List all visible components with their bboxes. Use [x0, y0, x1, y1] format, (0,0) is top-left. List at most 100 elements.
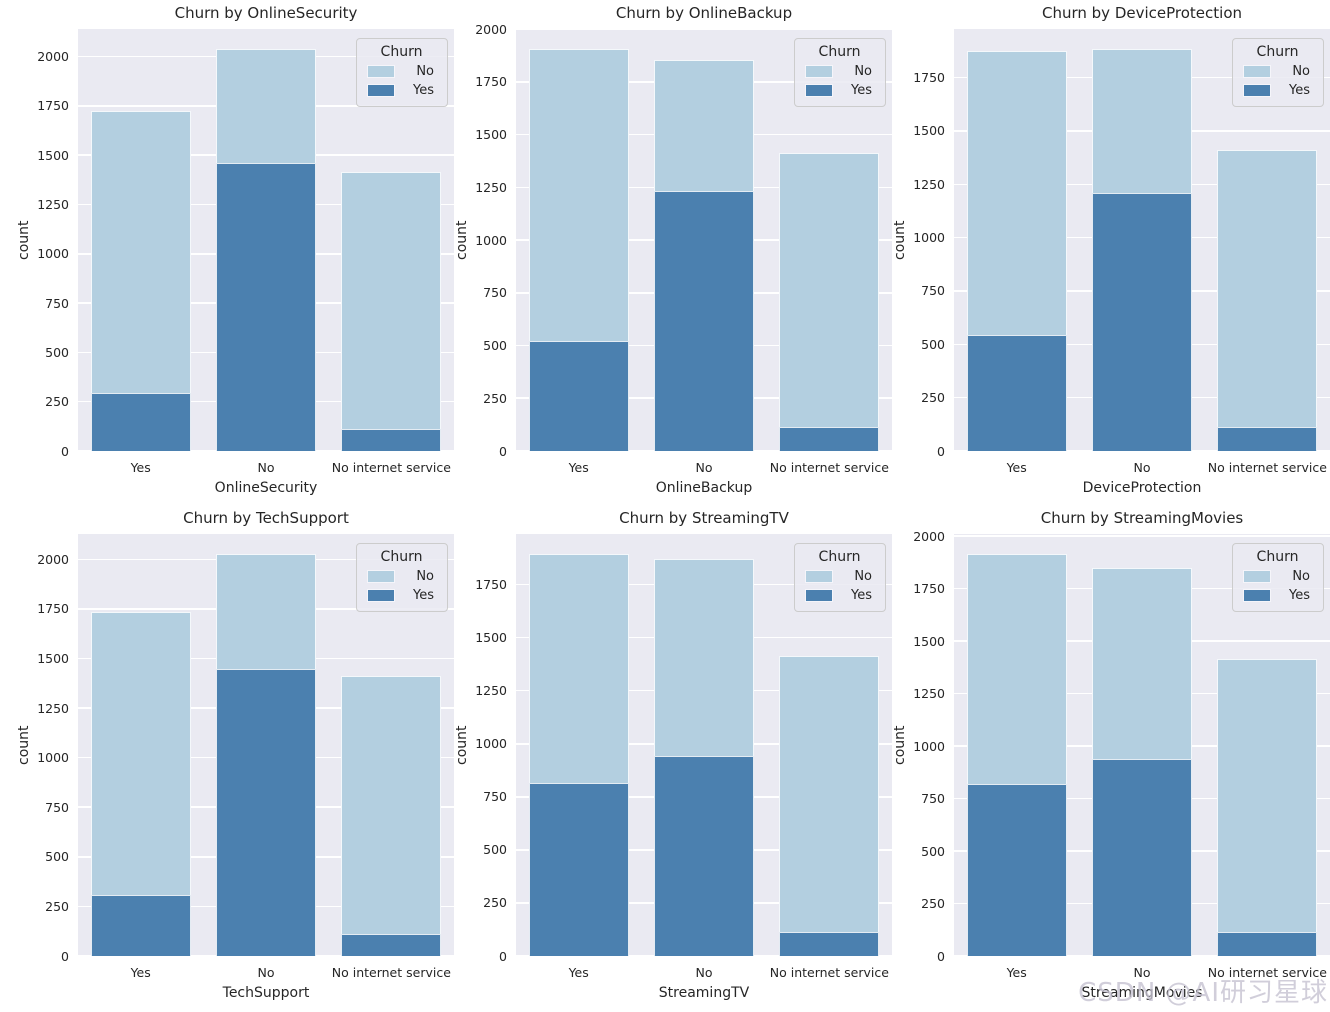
- y-tick-label: 1250: [37, 196, 69, 212]
- bars-region: [78, 29, 454, 451]
- legend-label-no: No: [1292, 64, 1310, 79]
- bar-no-internet-service-churn-yes: [779, 427, 880, 451]
- legend-swatch-no-icon: [1243, 570, 1271, 583]
- x-axis-label: StreamingMovies: [1081, 985, 1203, 1001]
- bar-yes-churn-yes: [966, 784, 1067, 956]
- subplot-onlinebackup: Churn by OnlineBackup count 0 250 500 750 10…: [454, 4, 892, 496]
- y-tick-label: 0: [61, 948, 69, 964]
- gridline: [516, 29, 892, 31]
- y-tick-label: 250: [921, 896, 945, 911]
- y-tick-label: 1750: [475, 577, 507, 593]
- legend-label-no: No: [1292, 569, 1310, 584]
- y-tick-label: 0: [499, 948, 507, 964]
- chart-title: Churn by OnlineBackup: [615, 4, 793, 22]
- y-axis-tick-labels: 0 250 500 750 1000 1250 1500 1750 2000: [24, 29, 78, 459]
- y-tick-label: 1750: [475, 74, 507, 90]
- legend-item-yes: Yes: [805, 588, 874, 603]
- y-tick-label: 0: [499, 443, 507, 459]
- legend-title: Churn: [1256, 44, 1299, 60]
- y-tick-label: 250: [921, 390, 945, 406]
- plot-area: Churn No Yes: [516, 29, 892, 451]
- legend-label-yes: Yes: [851, 588, 872, 603]
- x-tick-label: No internet service: [331, 460, 451, 475]
- legend-swatch-yes-icon: [1243, 589, 1271, 602]
- bars-region: [516, 534, 892, 956]
- bars-region: [78, 534, 454, 956]
- x-axis-tick-labels: Yes No No internet service: [516, 965, 892, 983]
- subplot-streamingmovies: Churn by StreamingMovies count 0 250 500 75…: [892, 509, 1330, 1001]
- legend-swatch-yes-icon: [367, 84, 395, 97]
- y-tick-label: 2000: [913, 528, 945, 544]
- bar-no-internet-service-churn-yes: [779, 932, 880, 956]
- y-axis-tick-labels: 0 250 500 750 1000 1250 1500 1750 2000: [24, 534, 78, 964]
- x-axis-label: OnlineSecurity: [214, 480, 318, 496]
- bars-region: [954, 534, 1330, 956]
- legend-label-no: No: [854, 569, 872, 584]
- y-tick-label: 250: [483, 390, 507, 406]
- y-tick-label: 750: [45, 799, 69, 815]
- x-axis-tick-labels: Yes No No internet service: [954, 965, 1330, 983]
- y-tick-label: 1750: [913, 581, 945, 597]
- bar-no-internet-service-churn-no: [1217, 149, 1318, 451]
- subplot-deviceprotection: Churn by DeviceProtection count 0 250 500 7…: [892, 4, 1330, 496]
- y-tick-label: 750: [921, 283, 945, 299]
- legend-item-no: No: [367, 64, 436, 79]
- x-tick-label: No: [257, 965, 275, 980]
- legend-item-no: No: [1243, 569, 1312, 584]
- y-tick-label: 500: [921, 336, 945, 352]
- y-tick-label: 500: [483, 338, 507, 354]
- legend-swatch-no-icon: [805, 65, 833, 78]
- subplot-onlinesecurity: Churn by OnlineSecurity count 0 250 500 750…: [16, 4, 454, 496]
- x-tick-label: No: [695, 965, 713, 980]
- y-tick-label: 1750: [913, 70, 945, 86]
- bar-no-churn-yes: [215, 669, 317, 956]
- y-tick-label: 1250: [913, 176, 945, 192]
- y-axis-tick-labels: 0 250 500 750 1000 1250 1500 1750 2000: [900, 529, 954, 964]
- bar-no-internet-service-churn-no: [341, 172, 442, 451]
- x-tick-label: Yes: [568, 460, 589, 475]
- bar-no-churn-yes: [1091, 759, 1193, 956]
- y-tick-label: 500: [45, 849, 69, 865]
- y-tick-label: 500: [483, 842, 507, 858]
- x-tick-label: Yes: [130, 460, 151, 475]
- plot-area: Churn No Yes: [78, 29, 454, 451]
- x-axis-tick-labels: Yes No No internet service: [954, 460, 1330, 478]
- y-tick-label: 0: [61, 443, 69, 459]
- y-axis-tick-labels: 0 250 500 750 1000 1250 1500 1750: [462, 534, 516, 963]
- x-tick-label: No internet service: [1207, 460, 1327, 475]
- y-tick-label: 1000: [475, 232, 507, 248]
- legend-label-yes: Yes: [851, 83, 872, 98]
- y-tick-label: 1500: [913, 633, 945, 649]
- y-tick-label: 2000: [475, 21, 507, 37]
- y-tick-label: 1250: [475, 179, 507, 195]
- gridline: [954, 535, 1330, 537]
- legend-swatch-yes-icon: [367, 589, 395, 602]
- y-tick-label: 1000: [913, 230, 945, 246]
- x-axis-label: DeviceProtection: [1082, 480, 1202, 496]
- y-tick-label: 250: [483, 895, 507, 911]
- bar-yes-churn-yes: [90, 894, 191, 956]
- legend: Churn No Yes: [1232, 38, 1324, 107]
- y-tick-label: 1750: [37, 98, 69, 114]
- x-tick-label: Yes: [130, 965, 151, 980]
- bars-region: [954, 29, 1330, 451]
- bar-yes-churn-yes: [528, 340, 629, 451]
- legend: Churn No Yes: [356, 38, 448, 107]
- bar-no-churn-yes: [215, 162, 317, 451]
- y-tick-label: 1500: [37, 651, 69, 667]
- legend-title: Churn: [1256, 549, 1299, 565]
- y-tick-label: 750: [483, 285, 507, 301]
- legend: Churn No Yes: [1232, 543, 1324, 612]
- bar-no-internet-service-churn-no: [341, 675, 442, 956]
- legend-item-no: No: [805, 64, 874, 79]
- legend-label-no: No: [416, 569, 434, 584]
- legend-label-yes: Yes: [1289, 588, 1310, 603]
- legend-swatch-yes-icon: [805, 84, 833, 97]
- legend-title: Churn: [818, 549, 861, 565]
- y-tick-label: 1250: [913, 686, 945, 702]
- x-axis-label: StreamingTV: [658, 985, 750, 1001]
- legend-label-no: No: [854, 64, 872, 79]
- y-tick-label: 500: [45, 344, 69, 360]
- y-tick-label: 1500: [475, 630, 507, 646]
